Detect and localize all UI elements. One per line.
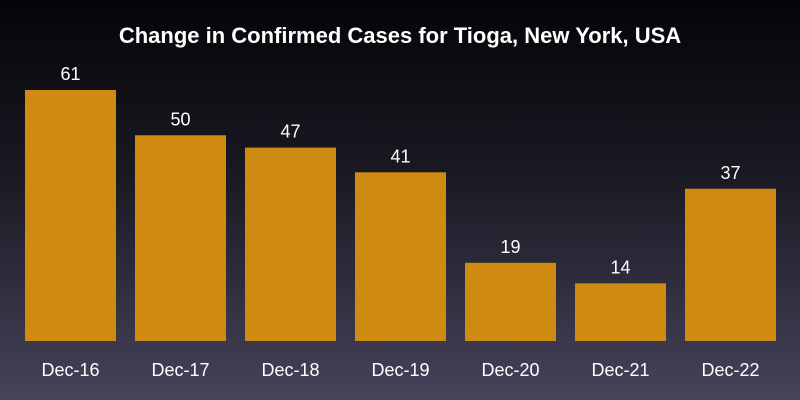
value-label-dec-20: 19 — [500, 237, 520, 257]
x-tick-label-dec-22: Dec-22 — [701, 360, 759, 380]
x-tick-label-dec-21: Dec-21 — [591, 360, 649, 380]
x-tick-label-dec-18: Dec-18 — [261, 360, 319, 380]
bar-dec-19 — [355, 172, 446, 341]
x-tick-label-dec-20: Dec-20 — [481, 360, 539, 380]
bar-dec-16 — [25, 90, 116, 341]
value-label-dec-18: 47 — [280, 122, 300, 142]
bar-dec-18 — [245, 147, 336, 341]
bars-group — [25, 90, 776, 341]
value-label-dec-16: 61 — [60, 64, 80, 84]
value-labels-group: 61 50 47 41 19 14 37 — [60, 64, 740, 277]
value-label-dec-21: 14 — [610, 257, 630, 277]
value-label-dec-17: 50 — [170, 109, 190, 129]
bar-dec-20 — [465, 262, 556, 341]
bar-dec-22 — [685, 188, 776, 341]
x-tick-labels-group: Dec-16 Dec-17 Dec-18 Dec-19 Dec-20 Dec-21 Dec-… — [41, 360, 759, 380]
value-label-dec-19: 41 — [390, 146, 410, 166]
bar-dec-17 — [135, 135, 226, 341]
x-tick-label-dec-17: Dec-17 — [151, 360, 209, 380]
value-label-dec-22: 37 — [720, 163, 740, 183]
bar-dec-21 — [575, 283, 666, 341]
x-tick-label-dec-19: Dec-19 — [371, 360, 429, 380]
x-tick-label-dec-16: Dec-16 — [41, 360, 99, 380]
chart-title: Change in Confirmed Cases for Tioga, New… — [119, 23, 681, 48]
